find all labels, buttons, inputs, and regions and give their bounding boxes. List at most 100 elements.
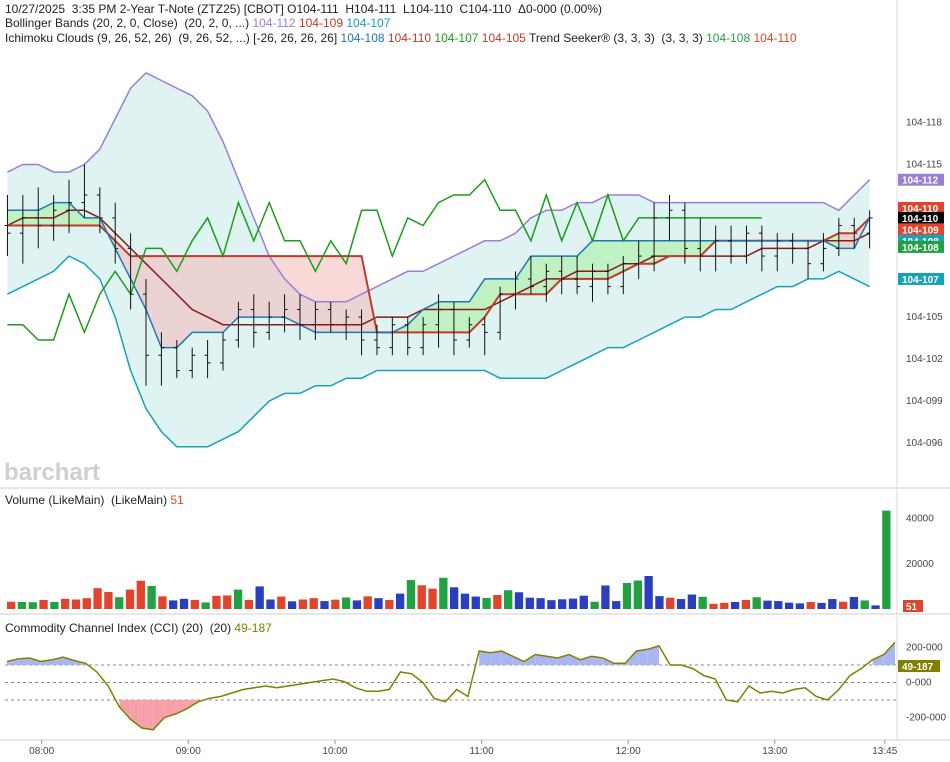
ohlc-bar: [728, 225, 735, 264]
cci-overbought-fill: [569, 654, 581, 665]
bollinger-lower-line: [7, 255, 870, 448]
volume-bar: [125, 589, 135, 609]
volume-bar: [536, 598, 545, 609]
price-tag-bg: [898, 223, 944, 236]
ichimoku-cloud-segment: [84, 217, 100, 226]
ohlc-bar: [435, 294, 442, 348]
ohlc-bar: [219, 332, 226, 371]
volume-bar: [720, 602, 729, 609]
ohlc-bar: [358, 309, 365, 356]
volume-bar: [363, 596, 372, 609]
ichimoku-cloud-segment: [161, 256, 177, 348]
ichimoku-cloud-segment: [130, 256, 147, 310]
ichimoku-cloud-segment: [546, 256, 562, 295]
ichimoku-cloud-segment: [684, 240, 701, 257]
watermark-logo: barchart: [4, 459, 100, 486]
volume-bar: [687, 594, 697, 609]
cci-overbought-fill: [580, 656, 592, 665]
volume-bar: [190, 599, 199, 609]
volume-bar: [341, 597, 351, 609]
ohlc-bar: [281, 294, 288, 333]
volume-bar: [385, 599, 394, 609]
volume-bar: [558, 599, 567, 609]
volume-bar: [752, 597, 761, 609]
cci-overbought-fill: [501, 651, 513, 665]
ichimoku-cloud-segment: [238, 256, 254, 318]
volume-bar: [568, 598, 578, 609]
volume-tick-label: 20000: [906, 559, 934, 570]
ichimoku-value-4: 104-105: [481, 31, 526, 45]
price-tag-bg: [898, 173, 944, 186]
ichimoku-cloud-segment: [299, 256, 316, 333]
volume-bar: [709, 603, 718, 609]
ohlc-bar: [851, 217, 858, 249]
ichimoku-cloud-segment: [222, 256, 239, 333]
cci-tick-label: 0-000: [906, 678, 932, 689]
ohlc-bar: [774, 233, 781, 272]
ohlc-bar: [651, 202, 658, 272]
volume-bar: [730, 601, 740, 609]
volume-bar: [39, 599, 48, 609]
ohlc-bar: [450, 301, 457, 356]
cci-value: 49-187: [234, 621, 272, 635]
ohlc-bar: [635, 240, 642, 279]
volume-bar: [17, 601, 27, 609]
volume-bar: [655, 596, 664, 609]
time-tick-label: 13:45: [872, 746, 897, 757]
volume-bar: [493, 594, 502, 609]
cci-label: Commodity Channel Index (CCI) (20) (20): [5, 621, 235, 635]
ohlc-bar: [112, 202, 119, 264]
volume-bar: [676, 599, 686, 609]
cci-overbought-fill: [29, 658, 41, 665]
ohlc-bar: [50, 195, 57, 241]
bollinger-upper-value: 104-112: [252, 16, 296, 30]
volume-bar: [277, 596, 286, 609]
price-tag-label: 104-110: [902, 214, 939, 225]
ohlc-bar: [327, 301, 334, 333]
volume-label: Volume (LikeMain) (LikeMain): [5, 493, 171, 507]
price-tag: 104-110: [898, 201, 944, 215]
price-tick-label: 104-096: [906, 438, 943, 449]
ohlc-bar: [250, 294, 257, 348]
volume-bar: [93, 588, 102, 609]
cci-tick-label: -200-000: [906, 713, 946, 724]
price-tag: 104-107: [898, 272, 944, 286]
volume-bar: [838, 601, 848, 609]
cci-overbought-fill: [512, 656, 525, 665]
ichimoku-cloud-segment: [69, 202, 85, 226]
cci-overbought-fill: [591, 656, 603, 665]
ohlc-bar: [527, 256, 534, 295]
ichimoku-cloud-segment: [669, 240, 685, 257]
ichimoku-cloud-segment: [469, 278, 485, 333]
ohlc-bar: [81, 164, 88, 218]
volume-tag-label: 51: [906, 602, 918, 613]
ohlc-bar: [820, 233, 827, 272]
ichimoku-cloud-segment: [577, 240, 593, 279]
volume-bar: [331, 599, 340, 609]
volume-bar: [169, 600, 178, 609]
cci-overbought-fill: [872, 654, 884, 665]
ohlc-bar: [19, 195, 26, 264]
ohlc-bar: [158, 332, 165, 386]
cci-oversold-fill: [119, 700, 131, 720]
ohlc-bar: [173, 340, 180, 379]
ohlc-bar: [373, 324, 380, 356]
ichimoku-cloud-segment: [315, 256, 331, 333]
ichimoku-value-1: 104-108: [340, 31, 385, 45]
ohlc-bar: [266, 301, 273, 340]
price-tag: 104-108: [898, 240, 944, 254]
bollinger-legend: Bollinger Bands (20, 2, 0, Close) (20, 2…: [5, 16, 390, 30]
volume-bar: [828, 599, 837, 609]
price-tag-bg: [898, 272, 944, 285]
volume-bar: [287, 601, 297, 609]
volume-bar: [201, 602, 210, 609]
price-tag-label: 104-107: [902, 275, 939, 286]
ohlc-bar: [420, 317, 427, 356]
cci-oversold-fill: [141, 700, 154, 730]
price-tick-label: 104-115: [906, 159, 942, 170]
volume-bar: [374, 598, 383, 609]
ichimoku-cloud-segment: [284, 256, 300, 325]
volume-bar: [460, 593, 470, 609]
price-tag-label: 104-109: [902, 225, 939, 236]
